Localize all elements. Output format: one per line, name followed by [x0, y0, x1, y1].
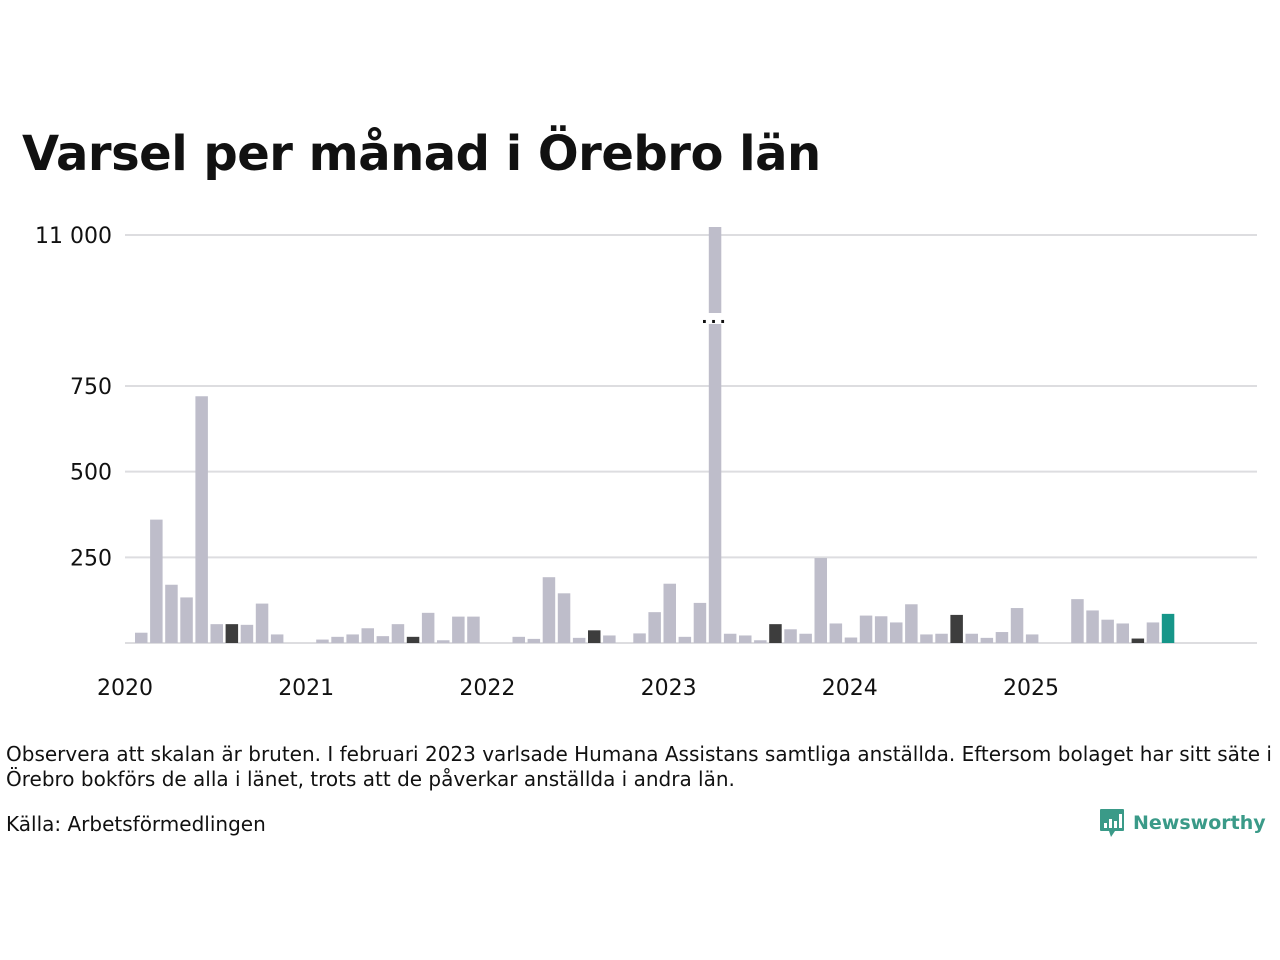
bar: 80	[859, 615, 873, 643]
x-tick-label: 2025	[1003, 676, 1059, 701]
bar: 145	[557, 593, 571, 643]
bar: 55	[225, 624, 239, 643]
chart-title: Varsel per månad i Örebro län	[22, 126, 821, 182]
x-tick-label: 2022	[459, 676, 515, 701]
bar: 77	[467, 616, 480, 643]
x-tick-label: 2023	[641, 676, 697, 701]
bar: 82	[950, 614, 963, 643]
bar: 102	[1010, 608, 1024, 643]
x-tick-label: 2024	[822, 676, 878, 701]
axis-break-marker: ...	[701, 308, 728, 327]
bar: 77	[452, 616, 465, 643]
bar: 55	[391, 624, 405, 643]
bar-chart-logo-icon	[1100, 809, 1124, 837]
bar: 28	[633, 633, 646, 643]
bar: 10	[316, 639, 329, 643]
bar: 360	[150, 519, 163, 643]
bar: 95	[1086, 610, 1099, 643]
bar-chart: 3036017013372055555311525101825432055188…	[35, 224, 1257, 701]
bar: 113	[905, 604, 918, 643]
bar: 90	[648, 612, 661, 643]
bar: 88	[421, 612, 435, 643]
bar: 18	[678, 636, 692, 643]
y-tick-label: 250	[70, 546, 112, 571]
chart-note: Observera att skalan är bruten. I februa…	[6, 742, 1272, 791]
bar: 37	[588, 630, 601, 643]
bar: 27	[935, 633, 948, 643]
bar: 18	[331, 636, 344, 643]
bar: 18	[512, 636, 525, 643]
source-label: Källa: Arbetsförmedlingen	[6, 812, 266, 836]
bar: 12	[527, 638, 541, 643]
y-tick-label: 750	[70, 375, 112, 400]
bar: 30	[135, 632, 148, 643]
bar: 18	[406, 636, 420, 643]
bar: 53	[240, 624, 254, 643]
bar: 8	[437, 640, 450, 643]
bar: 16	[844, 637, 858, 643]
bar: 15	[980, 637, 994, 643]
bar: 115	[255, 603, 269, 643]
bar: 85	[1161, 613, 1175, 643]
bars: 3036017013372055555311525101825432055188…	[135, 227, 1175, 643]
axis-break-gap	[707, 313, 723, 324]
bar: 60	[1146, 622, 1160, 643]
bar: 32	[995, 632, 1009, 643]
bar: 55	[210, 624, 223, 643]
bar: 25	[346, 634, 359, 643]
bar: 170	[165, 584, 178, 643]
bar: 173	[663, 583, 676, 643]
bar: 43	[361, 628, 374, 643]
bar: 57	[829, 623, 843, 643]
bar: 27	[799, 633, 812, 643]
bar: 25	[920, 634, 933, 643]
bar: 25	[270, 634, 284, 643]
bar: 13	[1131, 638, 1145, 643]
bar: 27	[965, 633, 978, 643]
x-tick-label: 2021	[278, 676, 334, 701]
bar: 22	[739, 635, 752, 643]
bar: 22	[603, 635, 616, 643]
bar: 60	[890, 622, 903, 643]
bar: 25	[1025, 634, 1039, 643]
bar: 192	[542, 577, 556, 643]
gridlines	[125, 234, 1257, 644]
bar: 55	[769, 624, 782, 643]
bar: 248	[814, 558, 827, 643]
bar: 78	[874, 616, 888, 643]
newsworthy-logo: Newsworthy	[1099, 808, 1266, 838]
bar: 20	[376, 636, 390, 643]
y-tick-label: 500	[70, 461, 112, 486]
bar: 11400	[708, 227, 722, 643]
bar: 128	[1071, 599, 1084, 643]
bar: 15	[572, 637, 586, 643]
bar: 40	[784, 629, 797, 643]
bar: 117	[693, 602, 707, 643]
brand-name: Newsworthy	[1133, 812, 1266, 834]
x-tick-label: 2020	[97, 676, 153, 701]
bar: 27	[723, 633, 737, 643]
bar: 57	[1116, 623, 1129, 643]
bar: 8	[754, 640, 767, 643]
bar: 133	[180, 597, 193, 643]
y-tick-label: 11 000	[35, 224, 112, 249]
bar: 720	[195, 396, 208, 643]
bar: 68	[1101, 619, 1114, 643]
